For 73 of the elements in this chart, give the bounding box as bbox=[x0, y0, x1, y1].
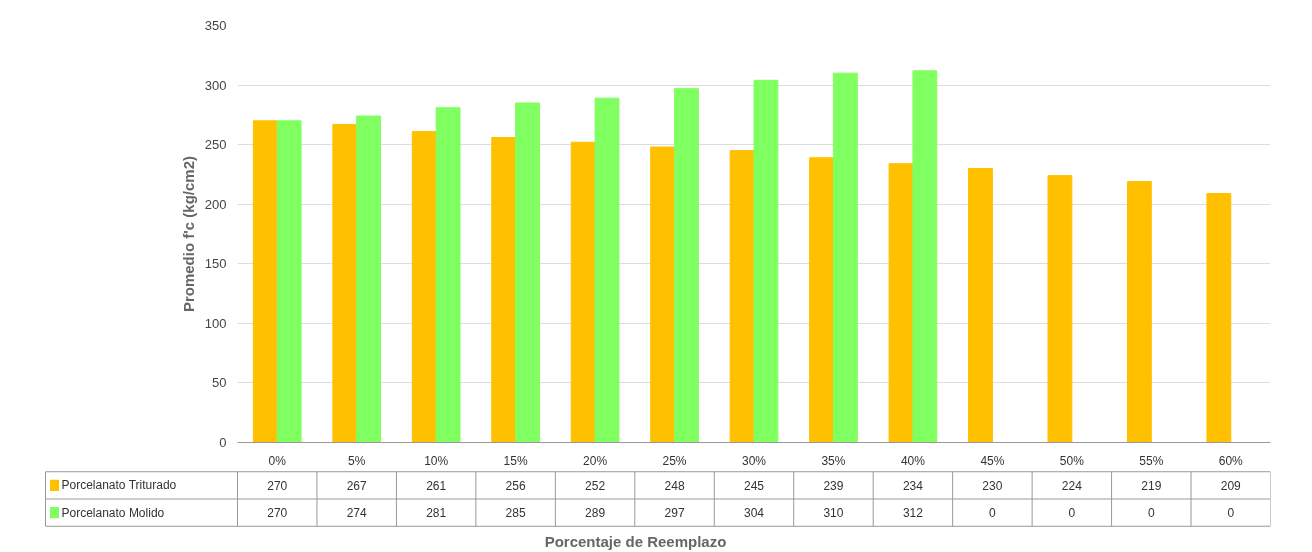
data-label: 248 bbox=[664, 478, 685, 493]
x-tick-label: 20% bbox=[583, 453, 608, 468]
data-label: 285 bbox=[505, 506, 526, 521]
bar bbox=[1126, 181, 1152, 443]
data-label: 224 bbox=[1061, 478, 1083, 493]
bar bbox=[968, 167, 993, 443]
bar bbox=[252, 120, 278, 443]
data-label: 209 bbox=[1220, 478, 1242, 493]
x-tick-label: 50% bbox=[1059, 453, 1085, 468]
bar bbox=[809, 157, 834, 443]
x-tick-label: 5% bbox=[348, 453, 366, 468]
data-label: 239 bbox=[823, 478, 844, 493]
data-label: 0 bbox=[989, 506, 997, 521]
y-axis-title: Promedio f'c (kg/cm2) bbox=[179, 155, 197, 313]
data-label: 234 bbox=[902, 478, 924, 493]
y-tick-label: 300 bbox=[204, 77, 227, 93]
x-axis-title: Porcentaje de Reemplazo bbox=[544, 532, 727, 550]
data-label: 297 bbox=[664, 506, 685, 521]
x-tick-label: 45% bbox=[980, 453, 1005, 468]
bar bbox=[491, 136, 517, 443]
bar bbox=[650, 146, 676, 443]
legend-label: Porcelanato Triturado bbox=[61, 478, 177, 493]
data-label: 270 bbox=[267, 506, 288, 521]
data-label: 0 bbox=[1068, 506, 1076, 521]
y-tick-label: 0 bbox=[219, 435, 227, 450]
data-label: 304 bbox=[743, 506, 765, 521]
x-tick-label: 55% bbox=[1139, 453, 1164, 468]
x-tick-label: 30% bbox=[741, 453, 767, 468]
bar bbox=[912, 70, 938, 443]
data-label: 267 bbox=[346, 478, 368, 493]
data-label: 0 bbox=[1227, 506, 1235, 521]
x-tick-label: 40% bbox=[900, 453, 926, 468]
y-tick-label: 150 bbox=[204, 256, 227, 272]
bar bbox=[729, 150, 755, 443]
bar bbox=[356, 115, 382, 443]
data-label: 274 bbox=[346, 506, 368, 521]
x-tick-label: 60% bbox=[1218, 453, 1244, 468]
data-label: 310 bbox=[823, 506, 844, 521]
y-tick-label: 100 bbox=[204, 315, 227, 331]
data-label: 256 bbox=[505, 478, 526, 493]
x-tick-label: 10% bbox=[424, 453, 449, 468]
y-tick-label: 250 bbox=[204, 137, 227, 153]
bar bbox=[674, 88, 699, 443]
x-tick-label: 25% bbox=[662, 453, 687, 468]
data-label: 281 bbox=[426, 506, 447, 521]
bar bbox=[1206, 192, 1232, 443]
data-label: 245 bbox=[743, 478, 765, 493]
y-tick-label: 350 bbox=[204, 18, 227, 33]
data-label: 0 bbox=[1147, 506, 1155, 521]
data-label: 252 bbox=[585, 478, 606, 493]
bar bbox=[276, 120, 302, 443]
bar bbox=[888, 163, 914, 443]
bar bbox=[832, 72, 858, 443]
x-tick-label: 15% bbox=[503, 453, 528, 468]
bar bbox=[411, 131, 437, 443]
data-label: 230 bbox=[982, 478, 1003, 493]
bar bbox=[594, 97, 620, 443]
data-label: 289 bbox=[585, 506, 606, 521]
legend-label: Porcelanato Molido bbox=[61, 505, 165, 520]
y-tick-label: 50 bbox=[212, 375, 227, 391]
bar bbox=[435, 107, 461, 443]
x-tick-label: 35% bbox=[821, 453, 846, 468]
bar bbox=[515, 102, 540, 443]
data-label: 312 bbox=[902, 506, 924, 521]
bar bbox=[570, 141, 596, 443]
bar bbox=[1047, 175, 1073, 443]
bar bbox=[332, 123, 358, 443]
x-tick-label: 0% bbox=[268, 453, 287, 468]
bar bbox=[753, 79, 779, 443]
y-tick-label: 200 bbox=[204, 196, 227, 212]
data-label: 261 bbox=[426, 478, 447, 493]
data-label: 219 bbox=[1141, 478, 1162, 493]
data-label: 270 bbox=[267, 478, 288, 493]
